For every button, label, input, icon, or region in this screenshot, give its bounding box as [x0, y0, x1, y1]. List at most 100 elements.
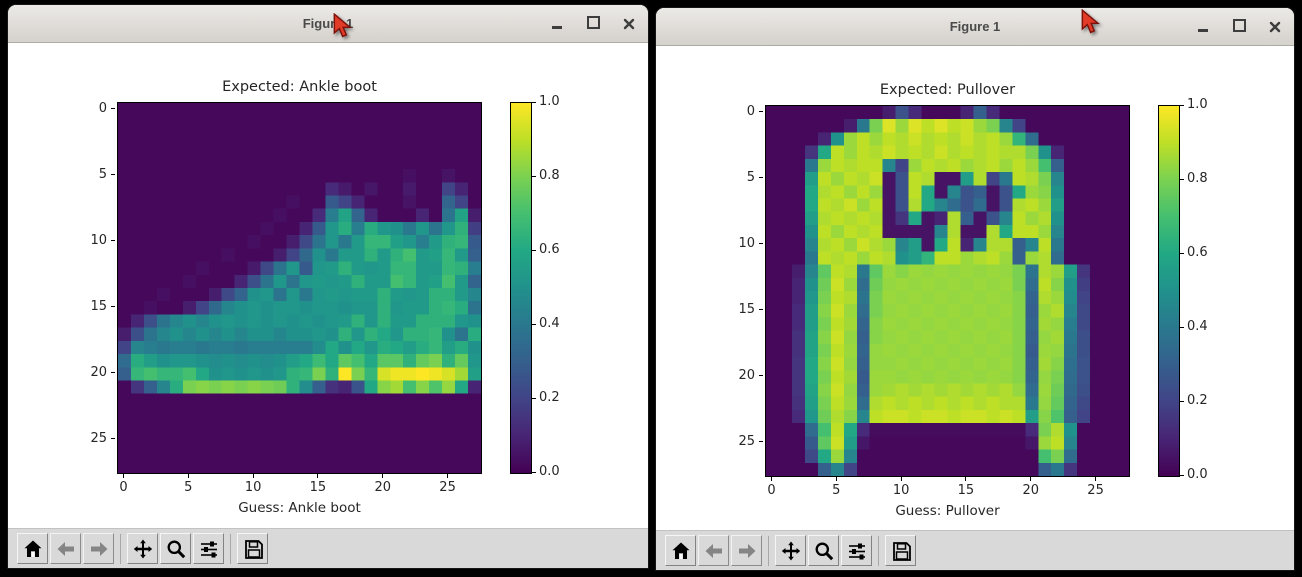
colorbar-tick-mark — [1180, 178, 1184, 180]
window-titlebar[interactable]: Figure 1 — [656, 8, 1294, 46]
y-tick-mark — [759, 441, 763, 443]
x-tick-label: 5 — [184, 480, 193, 495]
x-axis-label: Guess: Ankle boot — [238, 500, 361, 516]
mouse-cursor-icon — [1081, 9, 1100, 34]
x-tick-label: 15 — [957, 483, 975, 498]
y-tick-label: 10 — [90, 232, 107, 248]
colorbar-tick-label: 0.0 — [539, 464, 560, 479]
colorbar — [510, 102, 532, 474]
figure-canvas-area: Expected: Ankle boot Guess: Ankle boot 0… — [8, 43, 648, 528]
toolbar-separator — [878, 535, 879, 566]
colorbar-tick-label: 0.8 — [1187, 171, 1208, 186]
window-controls — [1196, 8, 1282, 45]
close-icon — [1269, 21, 1281, 32]
toolbar-forward-button[interactable] — [83, 533, 114, 564]
colorbar-tick-mark — [1180, 104, 1184, 106]
back-icon — [705, 543, 722, 558]
y-tick-mark — [759, 177, 763, 179]
toolbar-configure-subplots-button[interactable] — [193, 533, 224, 564]
colorbar-tick-label: 0.2 — [1187, 393, 1208, 408]
y-tick-label: 10 — [738, 235, 755, 251]
y-tick-label: 0 — [746, 103, 755, 119]
minimize-button[interactable] — [1196, 20, 1210, 34]
colorbar-tick-mark — [1180, 474, 1184, 476]
configure-subplots-icon — [848, 543, 865, 559]
window-titlebar[interactable]: Figure 1 — [8, 5, 648, 43]
x-tick-label: 5 — [832, 483, 841, 498]
back-icon — [57, 541, 74, 556]
heatmap-canvas — [766, 106, 1129, 476]
plot-area[interactable] — [117, 102, 482, 474]
y-tick-mark — [759, 243, 763, 245]
y-tick-label: 25 — [738, 433, 755, 449]
colorbar-tick-mark — [532, 249, 536, 251]
close-button[interactable] — [1268, 20, 1282, 34]
close-icon — [623, 18, 635, 29]
colorbar-tick-mark — [1180, 252, 1184, 254]
figure-window: Figure 1 Expected: Ankle boot Guess: Ank… — [8, 5, 648, 568]
minimize-icon — [552, 26, 562, 29]
x-axis-label: Guess: Pullover — [895, 503, 1000, 519]
pan-icon — [781, 541, 800, 560]
heatmap-canvas — [118, 103, 481, 473]
figure-canvas-area: Expected: Pullover Guess: Pullover 0 5 10 1… — [656, 46, 1294, 530]
forward-icon — [738, 543, 755, 558]
toolbar-home-button[interactable] — [17, 533, 48, 564]
minimize-button[interactable] — [550, 17, 564, 31]
x-tick-label: 0 — [119, 480, 128, 495]
colorbar-tick-mark — [532, 471, 536, 473]
x-tick-mark — [1095, 477, 1097, 481]
x-tick-label: 0 — [767, 483, 776, 498]
y-tick-label: 0 — [98, 100, 107, 116]
colorbar-tick-label: 0.2 — [539, 390, 560, 405]
y-tick-mark — [111, 372, 115, 374]
y-tick-mark — [111, 438, 115, 440]
save-icon — [244, 539, 263, 559]
toolbar-pan-button[interactable] — [127, 533, 158, 564]
y-tick-label: 20 — [90, 364, 107, 380]
colorbar — [1158, 105, 1180, 477]
colorbar-tick-mark — [532, 175, 536, 177]
plot-area[interactable] — [765, 105, 1130, 477]
toolbar-save-button[interactable] — [885, 535, 916, 566]
x-tick-label: 25 — [1087, 483, 1104, 498]
figure-window: Figure 1 Expected: Pullover Guess: Pullo… — [656, 8, 1294, 570]
x-tick-mark — [122, 474, 124, 478]
x-tick-label: 25 — [439, 480, 456, 495]
x-tick-label: 15 — [309, 480, 327, 495]
y-tick-mark — [111, 306, 115, 308]
y-tick-label: 15 — [738, 301, 755, 317]
toolbar-configure-subplots-button[interactable] — [841, 535, 872, 566]
maximize-icon — [586, 15, 600, 29]
y-tick-mark — [111, 108, 115, 110]
close-button[interactable] — [622, 17, 636, 31]
toolbar-pan-button[interactable] — [775, 535, 806, 566]
navigation-toolbar — [656, 530, 1294, 570]
y-tick-label: 5 — [98, 166, 107, 182]
y-tick-mark — [111, 174, 115, 176]
toolbar-save-button[interactable] — [237, 533, 268, 564]
toolbar-home-button[interactable] — [665, 535, 696, 566]
toolbar-separator — [120, 533, 121, 564]
maximize-button[interactable] — [1232, 18, 1246, 34]
zoom-icon — [815, 542, 833, 560]
window-title: Figure 1 — [949, 19, 1001, 34]
toolbar-back-button[interactable] — [698, 535, 729, 566]
x-tick-mark — [382, 474, 384, 478]
x-tick-mark — [252, 474, 254, 478]
y-tick-label: 5 — [746, 169, 755, 185]
zoom-icon — [167, 540, 185, 558]
colorbar-tick-mark — [1180, 400, 1184, 402]
colorbar-tick-label: 0.4 — [1187, 319, 1208, 334]
y-tick-label: 15 — [90, 298, 107, 314]
toolbar-forward-button[interactable] — [731, 535, 762, 566]
toolbar-back-button[interactable] — [50, 533, 81, 564]
y-tick-mark — [111, 240, 115, 242]
toolbar-zoom-button[interactable] — [160, 533, 191, 564]
home-icon — [672, 542, 689, 559]
toolbar-separator — [768, 535, 769, 566]
window-controls — [550, 5, 636, 42]
toolbar-zoom-button[interactable] — [808, 535, 839, 566]
configure-subplots-icon — [200, 541, 217, 557]
maximize-button[interactable] — [586, 15, 600, 31]
